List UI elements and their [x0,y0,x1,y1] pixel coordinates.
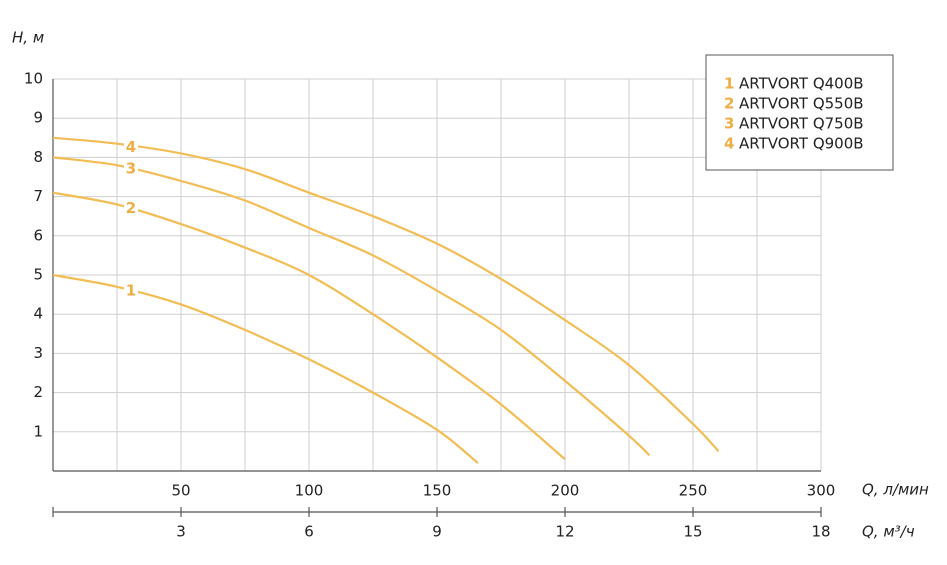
legend-number: 4 [724,135,734,153]
curve-label-bg [124,160,138,179]
y-tick-label: 2 [33,383,43,401]
y-tick-label: 4 [33,305,43,323]
legend-label: ARTVORT Q550B [739,95,864,113]
legend-label: ARTVORT Q900B [739,135,864,153]
x2-tick-label: 12 [555,523,574,541]
x2-tick-label: 6 [304,523,314,541]
legend-label: ARTVORT Q400B [739,75,864,93]
curve-label: 4 [126,138,136,156]
x-tick-label: 50 [171,482,190,500]
x2-tick-label: 18 [811,523,830,541]
curve-label: 3 [126,160,136,178]
y-tick-label: 9 [33,109,43,127]
y-tick-label: 3 [33,344,43,362]
x-tick-label: 150 [423,482,452,500]
legend-number: 1 [724,75,734,93]
x2-axis-label: Q, м³/ч [862,523,915,541]
y-axis-label: H, м [12,29,44,47]
x2-tick-label: 15 [683,523,702,541]
legend-box [705,54,894,171]
x2-tick-label: 3 [176,523,186,541]
legend-number: 3 [724,115,734,133]
curve-label-bg [124,138,138,157]
curve-label-bg [124,281,138,300]
y-tick-label: 10 [24,70,43,88]
pump-curve [52,136,720,453]
plot [52,78,822,517]
x2-tick-label: 9 [432,523,442,541]
curve-label-bg [124,199,138,218]
x-tick-label: 200 [551,482,580,500]
curve-label: 2 [126,199,136,217]
y-tick-label: 5 [33,266,43,284]
x-axis-label: Q, л/мин [862,481,929,499]
x-tick-label: 300 [807,482,836,500]
y-tick-label: 7 [33,187,43,205]
x-tick-label: 250 [679,482,708,500]
x-tick-label: 100 [295,482,324,500]
curve-label: 1 [126,281,136,299]
pump-curve [52,156,651,457]
legend-label: ARTVORT Q750B [739,115,864,133]
pump-curve [52,273,479,465]
y-tick-label: 1 [33,422,43,440]
y-tick-label: 8 [33,148,43,166]
y-tick-label: 6 [33,226,43,244]
legend-number: 2 [724,95,734,113]
